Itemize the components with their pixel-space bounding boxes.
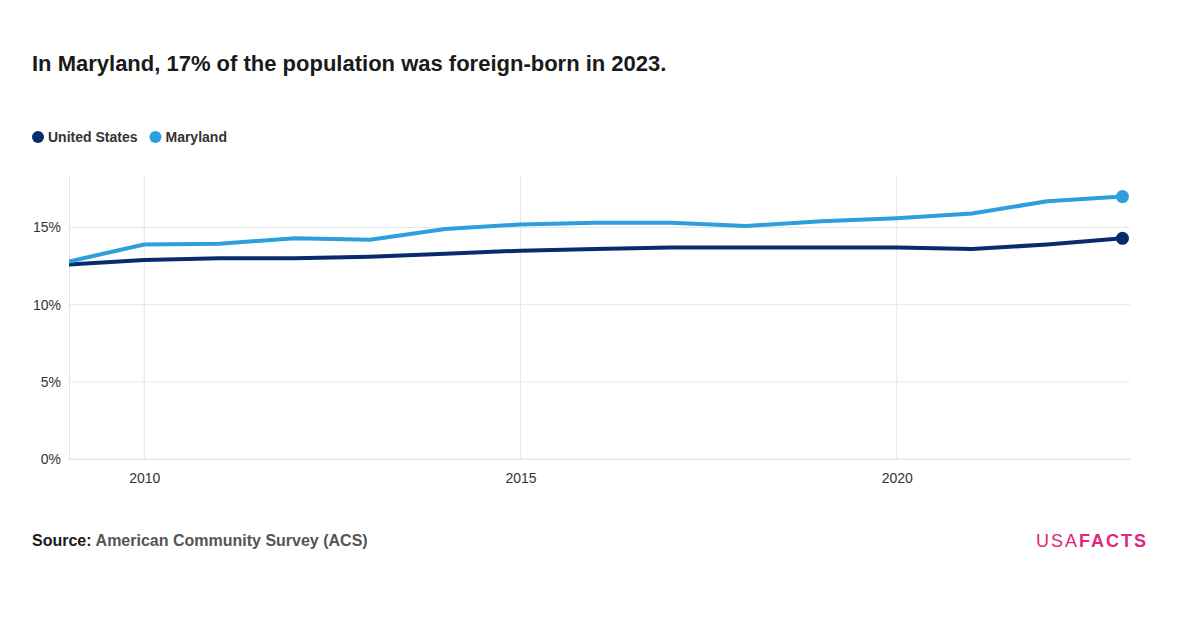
x-tick-label: 2010 xyxy=(129,470,160,486)
x-tick: 2015 xyxy=(505,459,536,486)
y-axis: 0% 5% 10% 15% xyxy=(33,176,70,467)
grid-line xyxy=(144,175,145,459)
legend-label: Maryland xyxy=(165,129,226,145)
y-tick-label: 15% xyxy=(33,219,61,235)
x-tick-label: 2015 xyxy=(505,470,536,486)
legend-label: United States xyxy=(48,129,138,145)
y-tick: 10% xyxy=(33,297,69,313)
branding-part: USA xyxy=(1036,531,1079,551)
source: Source:American Community Survey (ACS) xyxy=(32,532,368,549)
legend-swatch xyxy=(149,131,161,143)
y-tick-label: 10% xyxy=(33,297,61,313)
y-tick-label: 5% xyxy=(41,374,61,390)
source-text: American Community Survey (ACS) xyxy=(96,532,368,549)
y-tick-label: 0% xyxy=(41,451,61,467)
grid-line xyxy=(69,459,1130,460)
x-axis-line xyxy=(70,459,1131,460)
y-tick: 5% xyxy=(41,374,69,390)
series-end-marker xyxy=(1116,232,1129,245)
series-line xyxy=(69,197,1122,262)
y-tick: 0% xyxy=(41,451,69,467)
x-tick: 2010 xyxy=(129,459,160,486)
source-label: Source: xyxy=(32,532,92,549)
grid-line xyxy=(520,175,521,459)
legend-item: Maryland xyxy=(149,129,226,145)
x-axis: 2010 2015 2020 xyxy=(70,459,1131,486)
series-end-marker xyxy=(1116,190,1129,203)
plot xyxy=(69,190,1129,264)
branding: USAFACTS xyxy=(1036,531,1148,551)
grid xyxy=(69,175,1130,459)
grid-line xyxy=(69,381,1130,382)
x-tick: 2020 xyxy=(882,459,913,486)
legend-swatch xyxy=(32,131,44,143)
title: In Maryland, 17% of the population was f… xyxy=(32,51,666,76)
chart: In Maryland, 17% of the population was f… xyxy=(0,0,1200,628)
legend-item: United States xyxy=(32,129,138,145)
y-axis-line xyxy=(69,176,70,460)
x-tick-label: 2020 xyxy=(882,470,913,486)
grid-line xyxy=(69,227,1130,228)
grid-line xyxy=(69,304,1130,305)
branding-part: FACTS xyxy=(1079,531,1148,551)
y-tick: 15% xyxy=(33,219,69,235)
